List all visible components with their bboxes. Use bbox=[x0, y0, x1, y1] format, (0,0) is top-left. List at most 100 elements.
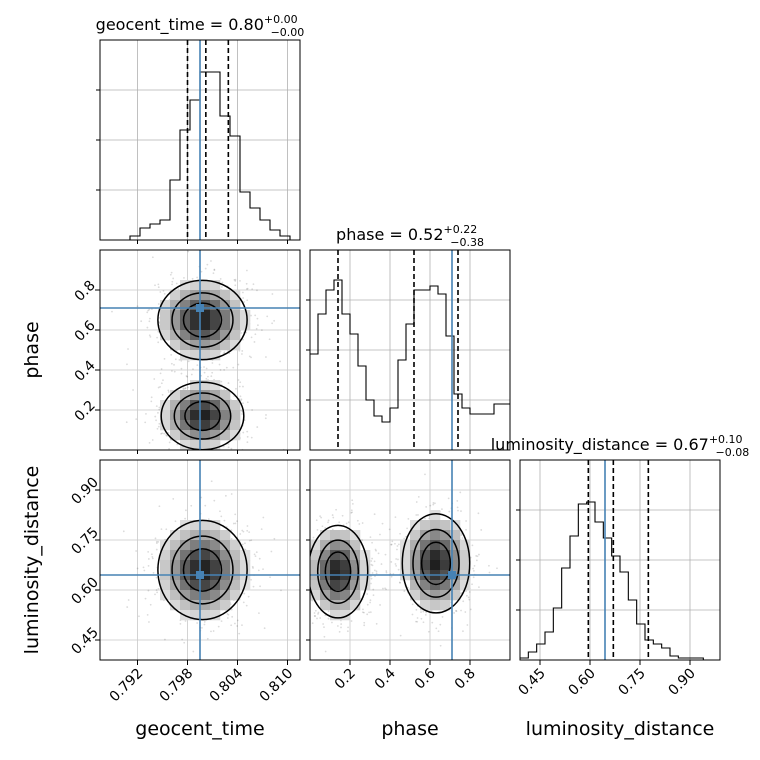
sample-point bbox=[250, 578, 252, 581]
sample-point bbox=[258, 612, 260, 615]
sample-point bbox=[180, 367, 183, 370]
sample-point bbox=[254, 555, 257, 558]
contour-level-0 bbox=[310, 524, 369, 619]
sample-point bbox=[170, 362, 173, 365]
density-cell bbox=[230, 560, 241, 571]
sample-point bbox=[196, 276, 199, 279]
sample-point bbox=[396, 545, 399, 547]
sample-point bbox=[227, 613, 230, 616]
density-cell bbox=[180, 400, 191, 411]
sample-point bbox=[250, 314, 252, 317]
sample-point bbox=[319, 617, 322, 619]
sample-point bbox=[430, 610, 433, 612]
panel-frame bbox=[99, 249, 301, 451]
density-panel-phase-luminosity_distance bbox=[301, 459, 511, 661]
sample-point bbox=[427, 630, 430, 633]
density-cell bbox=[180, 440, 191, 450]
sample-point bbox=[372, 588, 375, 591]
density-cell bbox=[440, 530, 451, 541]
sample-point bbox=[395, 564, 398, 567]
sample-point bbox=[457, 509, 459, 512]
x-tick-label: 0.45 bbox=[515, 666, 548, 699]
sample-point bbox=[428, 517, 431, 520]
sample-point bbox=[373, 560, 376, 563]
density-cell bbox=[450, 590, 461, 601]
sample-point bbox=[217, 625, 220, 628]
density-cell bbox=[180, 560, 191, 571]
sample-point bbox=[158, 422, 161, 425]
density-cell bbox=[240, 560, 251, 571]
density-cell bbox=[440, 560, 451, 571]
density-cell bbox=[450, 550, 461, 561]
density-cell bbox=[190, 410, 201, 421]
density-cell bbox=[360, 580, 371, 591]
sample-point bbox=[127, 348, 129, 350]
sample-point bbox=[301, 566, 303, 568]
density-cell bbox=[180, 280, 191, 291]
sample-point bbox=[464, 611, 467, 613]
sample-point bbox=[184, 517, 187, 520]
sample-point bbox=[248, 355, 251, 358]
sample-point bbox=[180, 359, 183, 362]
sample-point bbox=[239, 399, 242, 402]
contour-level-0 bbox=[157, 519, 248, 621]
density-cell bbox=[410, 580, 421, 591]
sample-point bbox=[439, 623, 442, 626]
sample-point bbox=[146, 326, 149, 329]
sample-point bbox=[346, 630, 349, 633]
density-cell bbox=[190, 610, 201, 621]
sample-point bbox=[250, 436, 253, 439]
sample-point bbox=[478, 553, 480, 556]
sample-point bbox=[462, 600, 465, 603]
sample-point bbox=[255, 327, 258, 330]
sample-point bbox=[350, 509, 353, 512]
sample-point bbox=[372, 594, 375, 597]
sample-point bbox=[307, 568, 309, 570]
sample-point bbox=[332, 516, 335, 519]
density-cell bbox=[230, 540, 241, 551]
sample-point bbox=[246, 441, 249, 444]
sample-point bbox=[191, 277, 194, 280]
panel-frame bbox=[99, 459, 301, 661]
sample-point bbox=[155, 454, 157, 456]
sample-point bbox=[234, 513, 237, 516]
density-cell bbox=[160, 540, 171, 551]
density-cell bbox=[170, 530, 181, 541]
density-cell bbox=[210, 430, 221, 441]
sample-point bbox=[155, 576, 158, 579]
sample-point bbox=[415, 620, 417, 623]
density-cell bbox=[350, 600, 361, 611]
sample-point bbox=[361, 611, 364, 614]
sample-point bbox=[180, 372, 183, 375]
density-cell bbox=[430, 600, 441, 611]
sample-point bbox=[338, 630, 341, 633]
sample-point bbox=[317, 613, 319, 615]
sample-point bbox=[247, 595, 250, 598]
sample-point bbox=[243, 301, 246, 303]
sample-point bbox=[213, 269, 216, 271]
sample-point bbox=[323, 635, 326, 638]
density-cell bbox=[220, 410, 231, 421]
sample-point bbox=[147, 564, 150, 567]
contour-level-2 bbox=[182, 548, 223, 592]
sample-point bbox=[236, 619, 239, 622]
sample-point bbox=[155, 405, 158, 408]
sample-point bbox=[187, 250, 190, 253]
sample-point bbox=[143, 569, 146, 572]
density-cell bbox=[430, 530, 441, 541]
sample-point bbox=[471, 583, 473, 586]
density-cell bbox=[190, 420, 201, 431]
sample-point bbox=[417, 514, 419, 516]
density-cell bbox=[230, 410, 241, 421]
sample-point bbox=[456, 506, 459, 509]
density-cell bbox=[410, 550, 421, 561]
sample-point bbox=[239, 381, 242, 384]
sample-point bbox=[211, 452, 213, 454]
density-cell bbox=[190, 380, 201, 391]
sample-point bbox=[210, 480, 213, 483]
sample-point bbox=[234, 284, 237, 287]
sample-point bbox=[187, 360, 190, 363]
density-cell bbox=[190, 320, 201, 331]
sample-point bbox=[201, 456, 203, 458]
density-cell bbox=[400, 560, 411, 571]
